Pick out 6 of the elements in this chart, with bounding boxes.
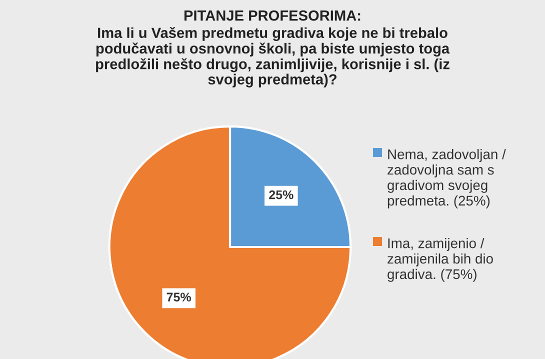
chart-subtitle: Ima li u Vašem predmetu gradiva koje ne bi trebalo podučavati u osnovnoj školi, pa biste umjesto toga predložili nešto drugo, zanimljivije, korisnije i sl. (iz svojeg predmeta)? — [96, 27, 450, 88]
data-label: 25% — [269, 190, 294, 200]
data-label: 75% — [166, 292, 192, 302]
chart-title: PITANJE PROFESORIMA: — [184, 10, 360, 21]
legend-label: Nema, zadovoljan / zadovoljna sam s gradivom svojeg predmeta. (25%) — [388, 149, 506, 208]
legend-label: Ima, zamijenio / zamijenila bih dio gradiva. (75%) — [388, 238, 493, 282]
